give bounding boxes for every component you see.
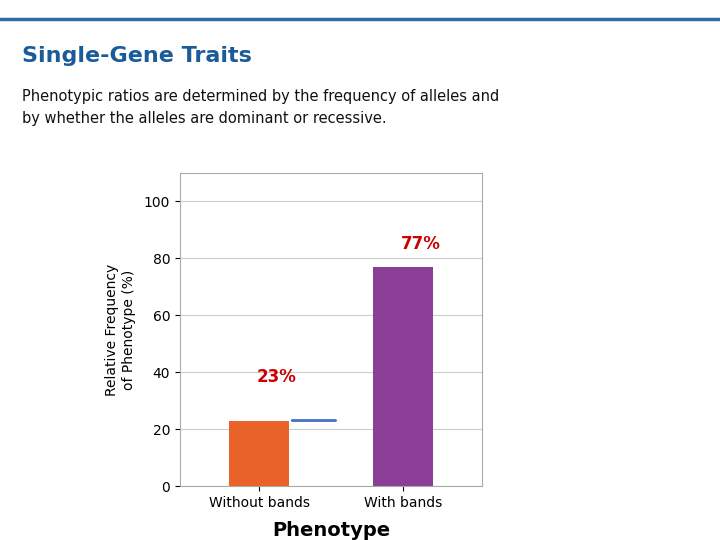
- Bar: [373, 267, 433, 486]
- Text: Single-Gene Traits: Single-Gene Traits: [22, 46, 251, 66]
- Y-axis label: Relative Frequency
of Phenotype (%): Relative Frequency of Phenotype (%): [105, 264, 135, 395]
- Text: by whether the alleles are dominant or recessive.: by whether the alleles are dominant or r…: [22, 111, 386, 126]
- Text: 77%: 77%: [400, 234, 441, 253]
- X-axis label: Phenotype: Phenotype: [272, 521, 390, 540]
- Text: Phenotypic ratios are determined by the frequency of alleles and: Phenotypic ratios are determined by the …: [22, 89, 499, 104]
- Bar: [229, 421, 289, 486]
- Text: 23%: 23%: [256, 368, 297, 386]
